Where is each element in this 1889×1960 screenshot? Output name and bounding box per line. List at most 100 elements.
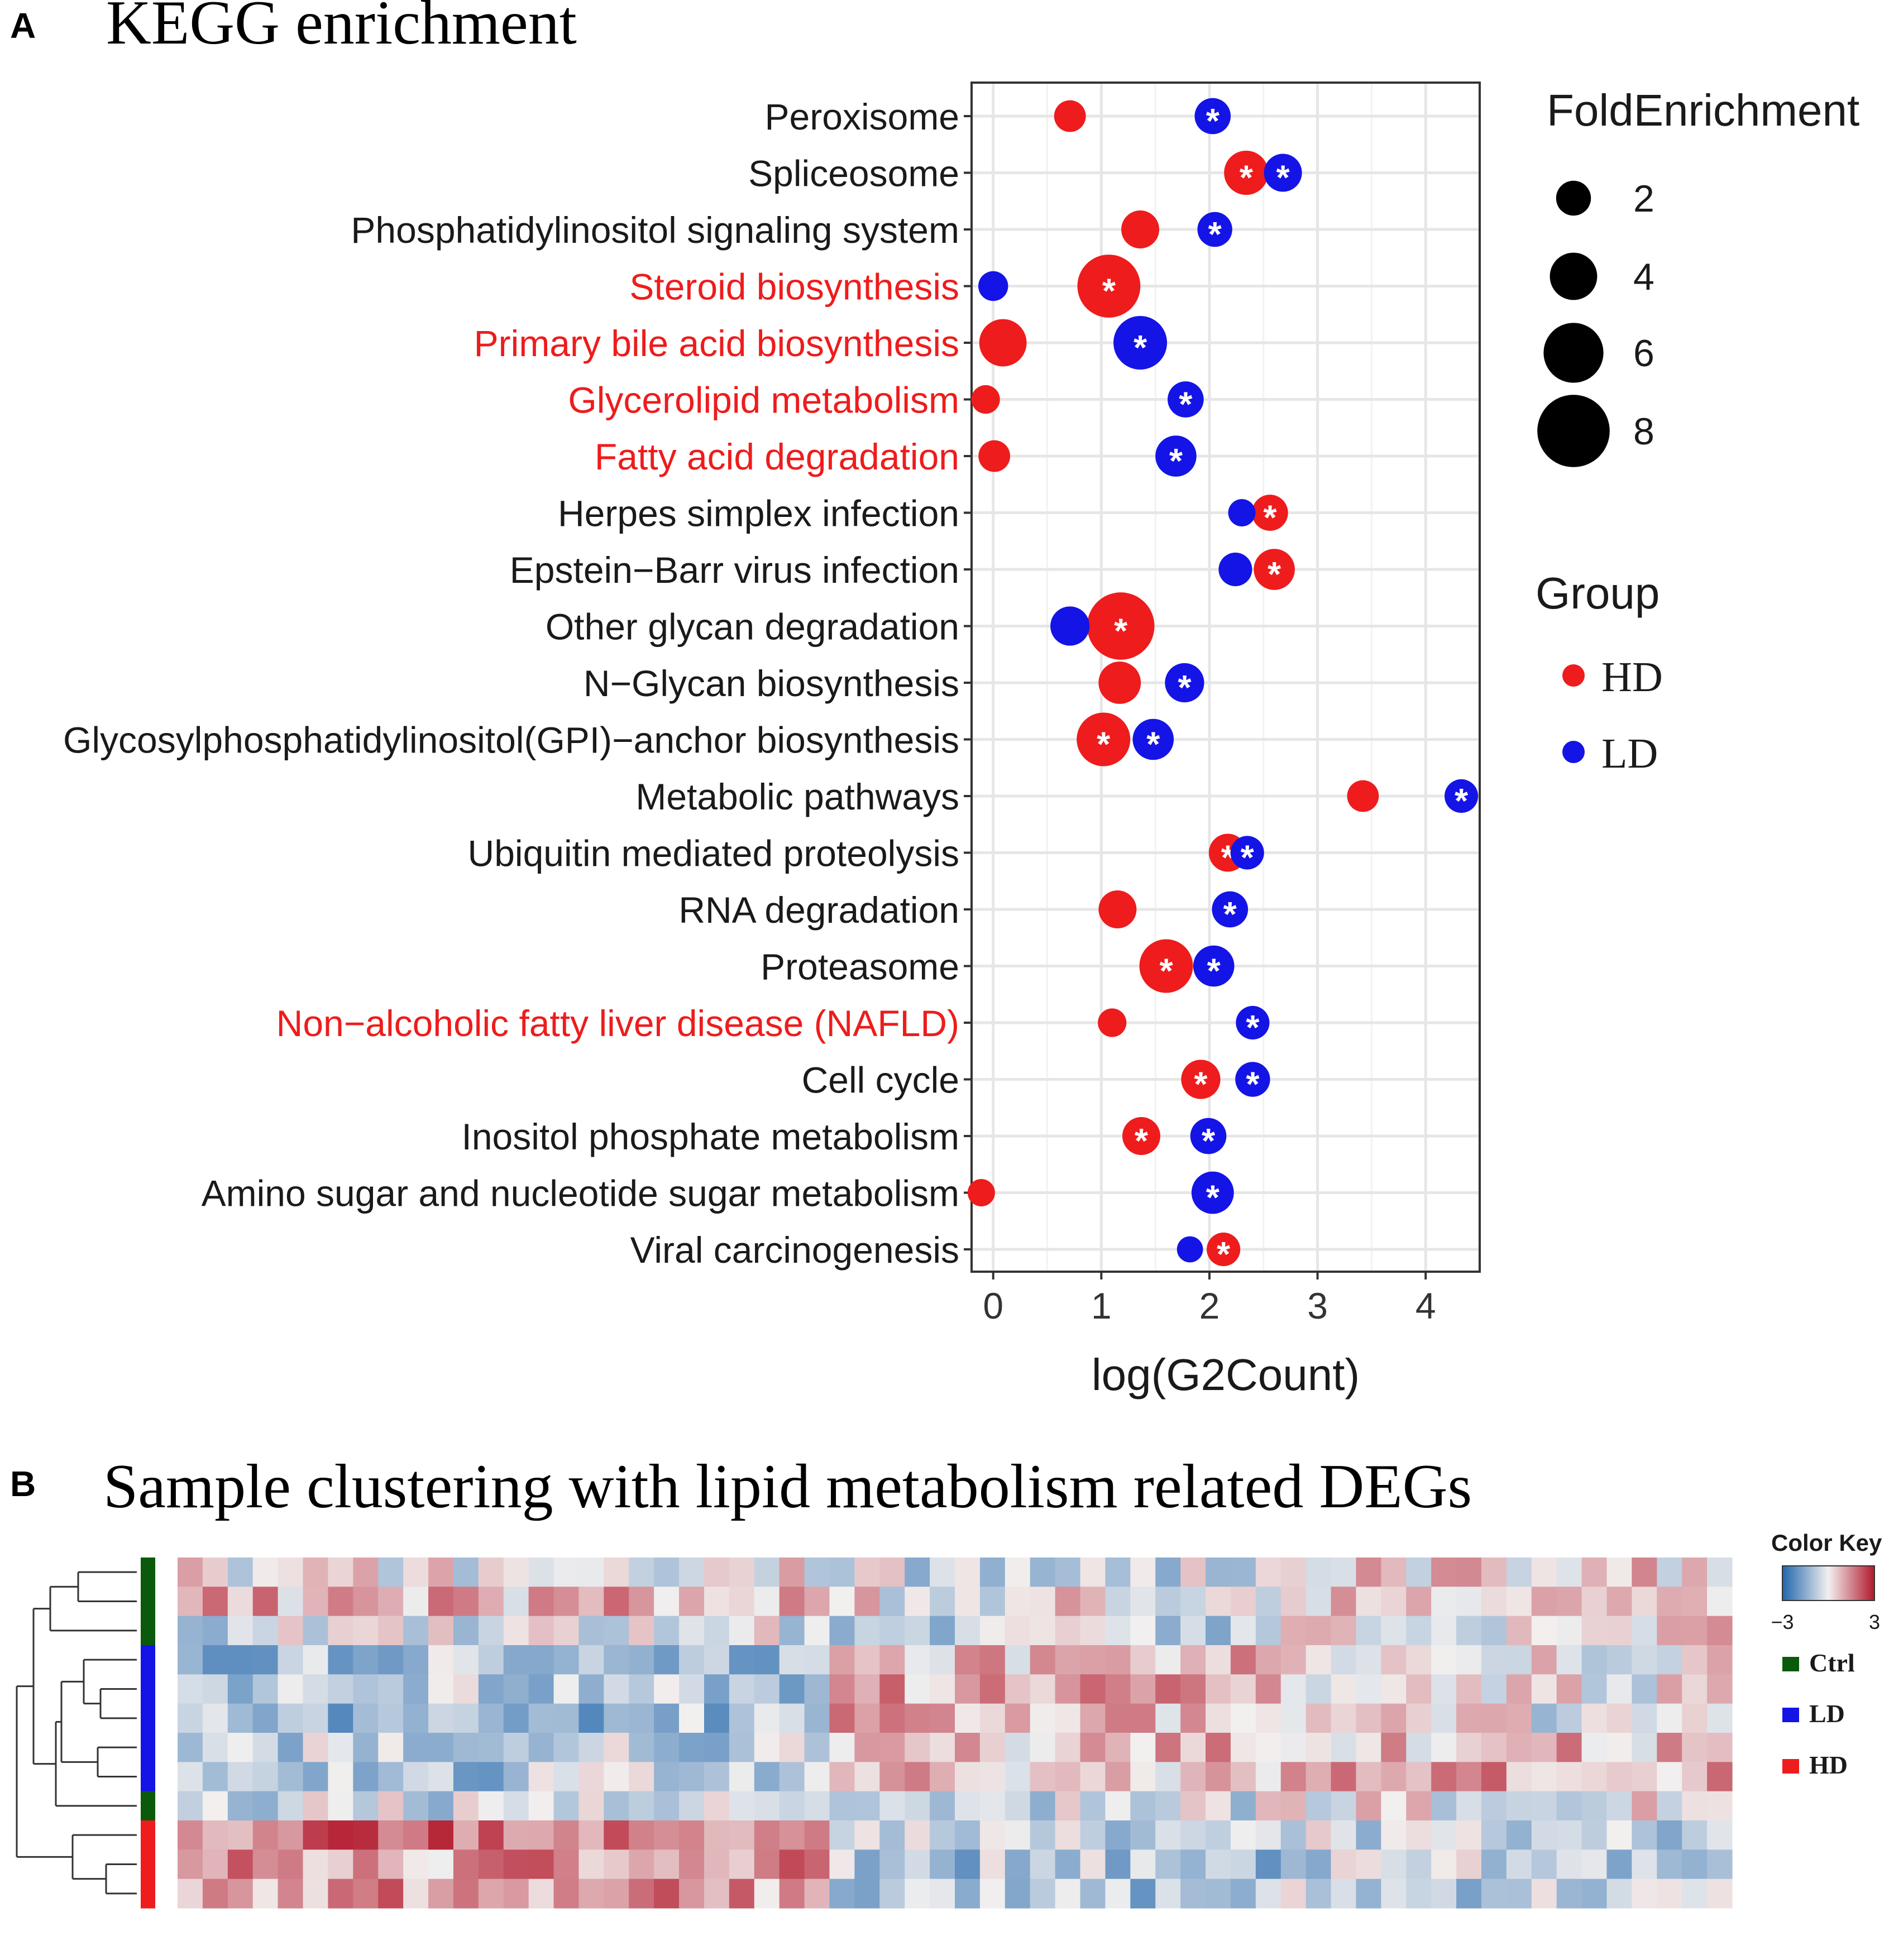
heatmap-cell <box>227 1762 254 1792</box>
heatmap-cell <box>1581 1558 1608 1587</box>
heatmap-cell <box>1682 1878 1708 1909</box>
heatmap-cell <box>1506 1703 1532 1733</box>
heatmap-cell <box>604 1674 629 1704</box>
heatmap-cell <box>679 1674 705 1704</box>
heatmap-cell <box>1606 1616 1632 1646</box>
heatmap-cell <box>1657 1674 1682 1704</box>
heatmap-cell <box>503 1762 529 1792</box>
heatmap-cell <box>804 1587 830 1617</box>
heatmap-cell <box>1657 1791 1682 1821</box>
heatmap-cell <box>553 1820 580 1850</box>
heatmap-cell <box>930 1820 955 1850</box>
heatmap-cell <box>227 1558 254 1587</box>
heatmap-cell <box>1381 1674 1407 1704</box>
y-tick-label: Viral carcinogenesis <box>630 1229 959 1271</box>
y-tick-label: Fatty acid degradation <box>595 436 959 477</box>
heatmap-cell <box>453 1616 479 1646</box>
heatmap-cell <box>1356 1645 1381 1675</box>
heatmap-cell <box>1030 1703 1056 1733</box>
heatmap-cell <box>955 1587 981 1617</box>
heatmap-cell <box>679 1762 705 1792</box>
heatmap-cell <box>1130 1762 1156 1792</box>
significance-star: * <box>1202 1122 1216 1161</box>
heatmap-cell <box>278 1733 304 1762</box>
heatmap-cell <box>403 1703 429 1733</box>
heatmap-cell <box>1305 1762 1332 1792</box>
y-tick-label: Phosphatidylinositol signaling system <box>351 209 959 251</box>
heatmap-cell <box>604 1849 629 1880</box>
heatmap-cell <box>553 1791 580 1821</box>
heatmap-cell <box>1556 1587 1582 1617</box>
heatmap-cell <box>979 1645 1006 1675</box>
heatmap-cell <box>955 1703 981 1733</box>
heatmap-cell <box>178 1733 203 1762</box>
heatmap-cell <box>1381 1849 1407 1880</box>
heatmap-cell <box>1230 1587 1256 1617</box>
heatmap-cell <box>1406 1820 1432 1850</box>
heatmap-cell <box>1331 1733 1357 1762</box>
heatmap-cell <box>328 1645 353 1675</box>
y-tick-label: Epstein−Barr virus infection <box>510 549 959 591</box>
heatmap-cell <box>528 1703 554 1733</box>
heatmap-cell <box>1255 1878 1281 1909</box>
legend-swatch <box>1782 1708 1799 1722</box>
heatmap-cell <box>754 1674 780 1704</box>
heatmap-cell <box>453 1674 479 1704</box>
heatmap-cell <box>1206 1849 1231 1880</box>
legend-size-label: 4 <box>1633 256 1654 298</box>
heatmap-cell <box>1280 1733 1307 1762</box>
point-hd <box>1077 712 1131 766</box>
heatmap-cell <box>879 1762 905 1792</box>
heatmap-cell <box>403 1645 429 1675</box>
heatmap-cell <box>1581 1733 1608 1762</box>
heatmap-cell <box>1005 1762 1031 1792</box>
heatmap-cell <box>578 1616 604 1646</box>
heatmap-cell <box>553 1558 580 1587</box>
heatmap-cell <box>754 1849 780 1880</box>
heatmap-cell <box>328 1674 353 1704</box>
group-bar-segment <box>141 1645 155 1675</box>
heatmap-cell <box>1280 1849 1307 1880</box>
significance-star: * <box>1206 1179 1220 1218</box>
heatmap-cell <box>553 1762 580 1792</box>
heatmap-cell <box>1431 1762 1457 1792</box>
heatmap-cell <box>1682 1645 1708 1675</box>
heatmap-cell <box>1581 1674 1608 1704</box>
heatmap-cell <box>353 1791 379 1821</box>
heatmap-cell <box>854 1762 880 1792</box>
heatmap-cell <box>1581 1762 1608 1792</box>
heatmap-cell <box>1255 1645 1281 1675</box>
heatmap-cell <box>578 1587 604 1617</box>
heatmap-cell <box>1180 1587 1206 1617</box>
heatmap-cell <box>1606 1703 1632 1733</box>
heatmap-cell <box>1406 1674 1432 1704</box>
heatmap-cell <box>1030 1645 1056 1675</box>
legend-size-label: 6 <box>1633 332 1654 375</box>
heatmap-cell <box>528 1645 554 1675</box>
heatmap-cell <box>478 1674 504 1704</box>
heatmap-cell <box>1230 1878 1256 1909</box>
heatmap-cell <box>629 1645 654 1675</box>
group-bar-segment <box>141 1849 155 1880</box>
heatmap-cell <box>754 1703 780 1733</box>
heatmap-cell <box>278 1558 304 1587</box>
heatmap-cell <box>779 1587 805 1617</box>
heatmap-cell <box>654 1703 680 1733</box>
heatmap-cell <box>202 1587 228 1617</box>
heatmap-cell <box>1305 1791 1332 1821</box>
point-hd <box>1098 662 1141 704</box>
heatmap-cell <box>1556 1616 1582 1646</box>
heatmap-cell <box>955 1849 981 1880</box>
heatmap-cell <box>804 1820 830 1850</box>
heatmap-cell <box>1431 1616 1457 1646</box>
point-hd <box>979 319 1027 367</box>
heatmap-cell <box>428 1849 454 1880</box>
heatmap-cell <box>1381 1587 1407 1617</box>
heatmap-cell <box>1005 1558 1031 1587</box>
heatmap-cell <box>1531 1733 1557 1762</box>
heatmap-cell <box>979 1878 1006 1909</box>
heatmap-cell <box>905 1558 930 1587</box>
heatmap-cell <box>1230 1820 1256 1850</box>
heatmap-cell <box>1005 1820 1031 1850</box>
heatmap-cell <box>1356 1587 1381 1617</box>
